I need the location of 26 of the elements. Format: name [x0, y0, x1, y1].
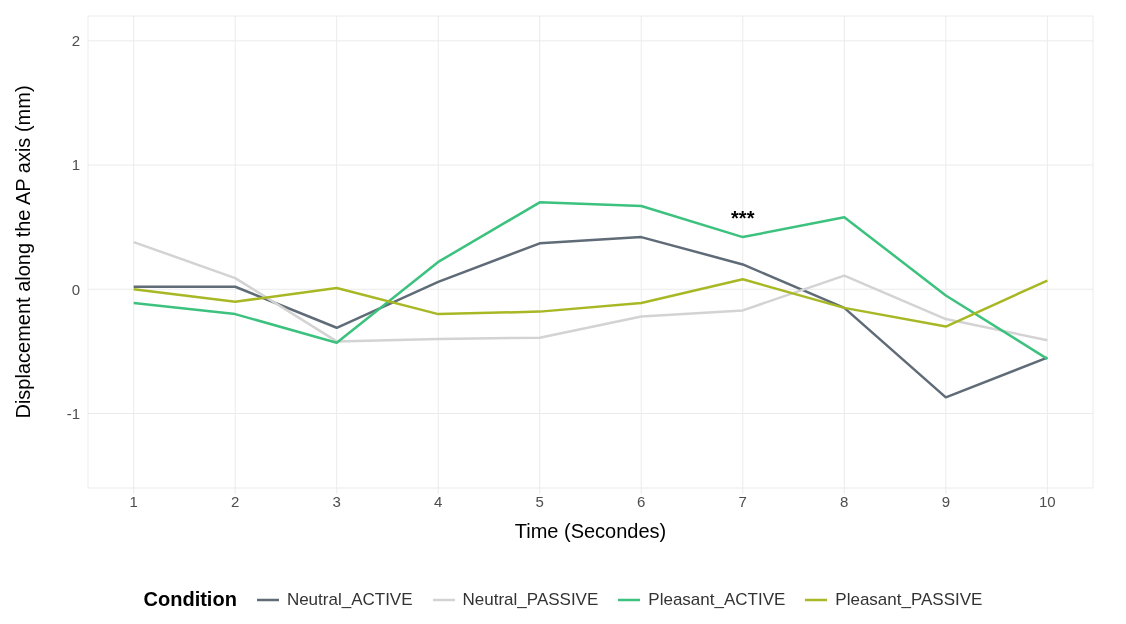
x-tick-label: 2: [231, 492, 240, 510]
legend-title: Condition: [143, 588, 237, 611]
line-series: [132, 240, 1049, 343]
legend-label: Pleasant_PASSIVE: [835, 589, 983, 610]
x-tick-label: 1: [129, 492, 138, 510]
y-tick-label: 1: [71, 156, 80, 174]
x-tick-label: 9: [941, 492, 950, 510]
x-tick-label: 3: [332, 492, 341, 510]
x-tick-label: 10: [1038, 492, 1056, 510]
y-axis-title: Displacement along the AP axis (mm): [12, 85, 35, 419]
line-series: [132, 201, 1049, 361]
y-tick-label: 0: [71, 280, 80, 298]
x-axis-title: Time (Secondes): [514, 520, 667, 542]
y-tick-label: -1: [66, 404, 80, 422]
x-tick-label: 6: [637, 492, 646, 510]
y-tick-label: 2: [71, 32, 80, 50]
line-series: [132, 235, 1049, 399]
x-tick-label: 7: [738, 492, 747, 510]
legend-label: Neutral_PASSIVE: [462, 589, 599, 610]
x-tick-label: 8: [840, 492, 849, 510]
annotation: ***: [731, 207, 755, 230]
line-series: [132, 278, 1049, 328]
x-tick-label: 4: [434, 492, 443, 510]
x-tick-label: 5: [535, 492, 544, 510]
legend-label: Neutral_ACTIVE: [286, 589, 413, 610]
legend-label: Pleasant_ACTIVE: [648, 589, 786, 610]
